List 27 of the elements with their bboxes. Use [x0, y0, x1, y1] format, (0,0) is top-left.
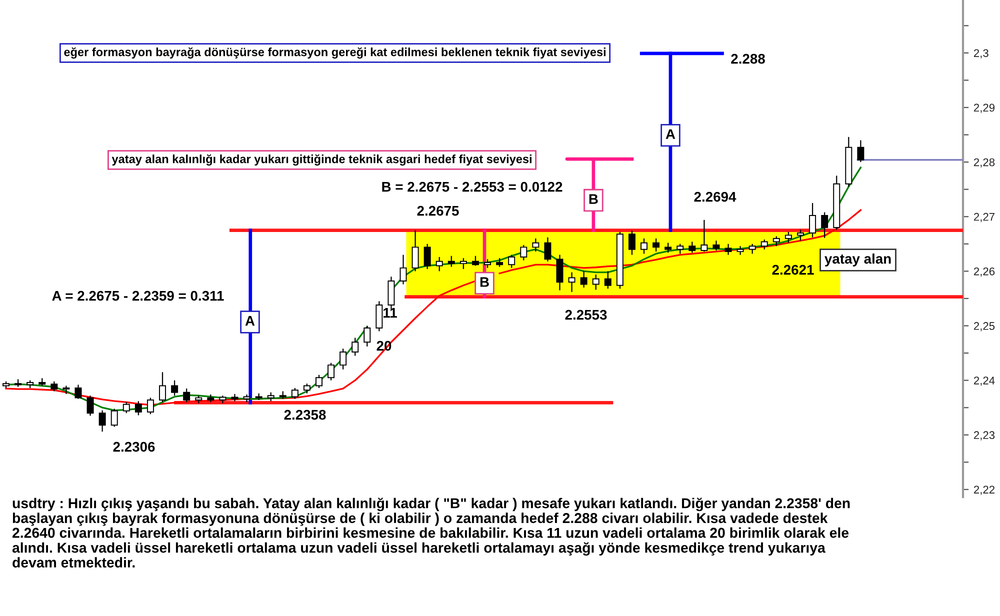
y-tick-label: 2,22 [974, 486, 994, 495]
annotation: 2.2553 [565, 310, 607, 320]
annotation: 2.2306 [113, 442, 155, 452]
annotation: 2.288 [731, 54, 765, 64]
annotation: yatay alan [824, 254, 891, 266]
y-tick-label: 2,29 [974, 104, 995, 113]
y-tick-label: 2,24 [974, 376, 995, 386]
y-tick-label: 2,26 [974, 267, 995, 277]
annotation: eğer formasyon bayrağa dönüşürse formasyon gereği kat edilmesi beklenen teknik fiyat seviyesi [64, 47, 606, 59]
annotation: yatay alan kalınlığı kadar yukarı gittiğinde teknik asgari hedef fiyat seviyesi [112, 154, 532, 166]
annotation: B [480, 277, 489, 287]
annotation: 2.2694 [694, 192, 736, 202]
annotation: B [589, 194, 598, 204]
y-tick-label: 2,25 [974, 322, 995, 332]
y-tick-label: 2,28 [974, 158, 995, 168]
y-tick-label: 2,23 [974, 431, 995, 440]
text: usdtry : Hızlı çıkış yaşandı bu sabah. Yatay alan kalınlığı kadar ( "B" kadar ) mesafe yukarı katlandı. Diğer yandan 2.2358' den başlayan çıkış bayrak formasyonuna dönüşürse de ( ki olabilir ) o zamanda hedef 2.288 civarı olabilir. Kısa vadede destek 2.2640 civarında. Hareketli ortalamaların birbirini kesmesine de bakılabilir. Kısa 11 uzun vadeli ortalama 20 birimlik olarak ele alındı. Kısa vadeli üssel hareketli ortalama uzun vadeli üssel hareketli ortalamayı aşağı yönde kesmedikçe trend yukarıya devam etmektedir. [12, 498, 850, 568]
annotation: 11 [384, 308, 397, 318]
annotation: 2.2621 [772, 264, 814, 275]
annotation: A [245, 316, 255, 326]
annotation: A = 2.2675 - 2.2359 = 0.311 [52, 290, 224, 301]
annotation: 2.2358 [284, 410, 326, 420]
y-tick-label: 2,27 [974, 212, 994, 222]
annotation: 2.2675 [417, 206, 459, 216]
y-tick-label: 2,3 [974, 49, 988, 58]
annotation: B = 2.2675 - 2.2553 = 0.0122 [382, 182, 562, 192]
annotation: A [666, 129, 676, 139]
